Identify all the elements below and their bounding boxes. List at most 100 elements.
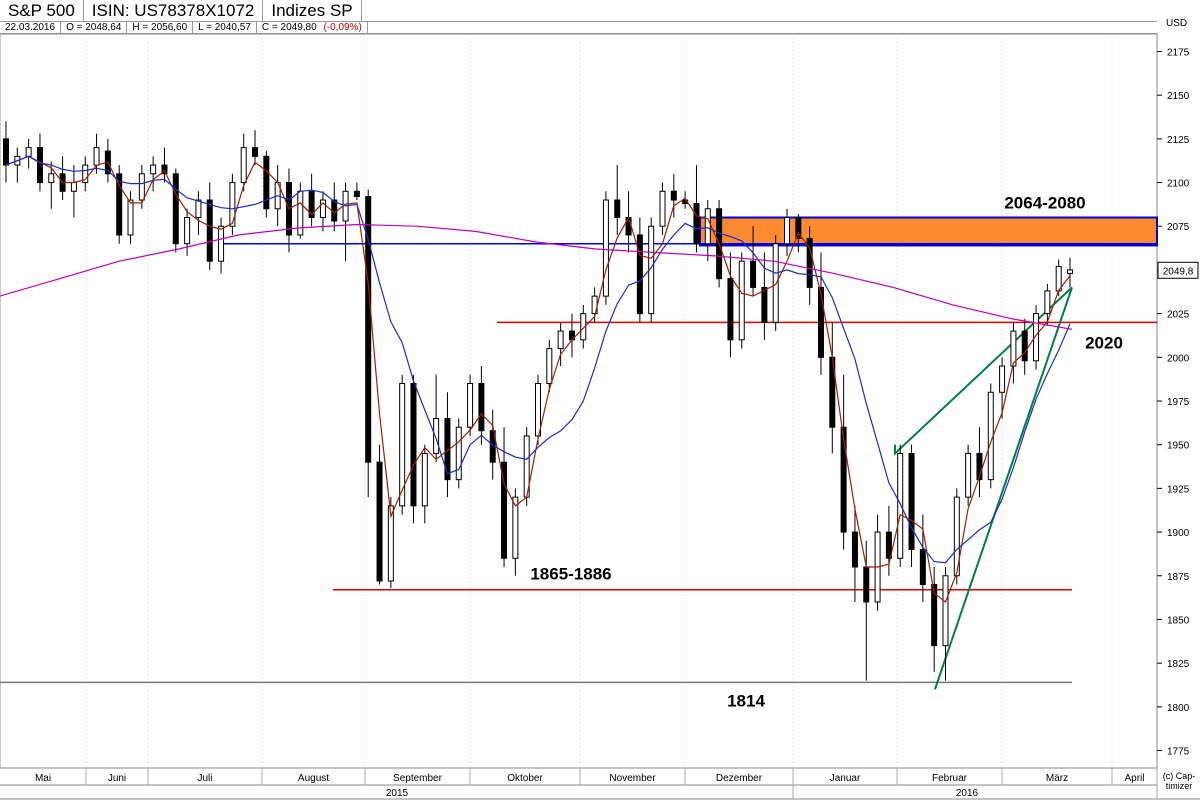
ma-mid-line: [5, 155, 1071, 564]
candle: [229, 173, 236, 235]
candle: [70, 165, 77, 218]
candle: [410, 374, 417, 524]
candle-body: [455, 426, 462, 481]
candle-body: [319, 199, 326, 218]
candle: [851, 505, 858, 602]
candle: [693, 165, 700, 253]
candle-body: [931, 584, 938, 647]
candle-body: [467, 383, 474, 428]
month-label: September: [393, 773, 443, 784]
chart-axes: 2175215021252100207520502025200019751950…: [0, 47, 1200, 800]
candle-body: [908, 452, 915, 551]
candle-body: [70, 182, 77, 192]
y-tick-label: 2125: [1167, 135, 1190, 146]
candle: [376, 444, 383, 585]
chart-annotations: 2064-2080 2020 1865-1886 1814: [530, 193, 1123, 710]
month-label: November: [609, 773, 656, 784]
candle-body: [218, 225, 225, 262]
candle-body: [750, 260, 757, 288]
y-tick-label: 2025: [1167, 310, 1190, 321]
candle-body: [840, 426, 847, 533]
candle: [331, 182, 338, 232]
candle: [25, 138, 32, 169]
level-annotation: 2020: [1085, 333, 1123, 352]
candle: [342, 182, 349, 262]
candle: [59, 156, 66, 201]
candle: [478, 366, 485, 445]
resistance-zone: [699, 216, 1158, 247]
candle-body: [172, 173, 179, 245]
candle: [863, 540, 870, 681]
candle: [1021, 318, 1028, 375]
quote-close-group: C = 2049,80 (-0,09%): [257, 22, 368, 34]
level-annotation: 1865-1886: [530, 565, 611, 584]
candle-body: [851, 531, 858, 568]
last-price-box: [1157, 261, 1199, 279]
candle-body: [82, 164, 89, 184]
candle: [942, 567, 949, 681]
candle: [319, 191, 326, 232]
candle-body: [36, 147, 43, 184]
candle-body: [1033, 313, 1040, 362]
candle: [885, 505, 892, 576]
candle: [772, 234, 779, 332]
chart-header: S&P 500 ISIN: US78378X1072 Indizes SP 22…: [0, 0, 1157, 34]
y-tick-label: 1850: [1167, 615, 1190, 626]
candle-body: [885, 531, 892, 559]
month-label: Februar: [932, 773, 968, 784]
candle-body: [353, 190, 360, 198]
candle: [727, 252, 734, 358]
candle-body: [127, 199, 134, 236]
y-tick-label: 1825: [1167, 659, 1190, 670]
candle: [874, 514, 881, 611]
candle: [1033, 304, 1040, 370]
candle-body: [252, 147, 259, 157]
quote-change: (-0,09%): [323, 22, 362, 33]
y-tick-label: 1900: [1167, 528, 1190, 539]
plot-frame: [0, 33, 1158, 769]
candle-body: [1010, 330, 1017, 367]
candle: [433, 374, 440, 463]
month-label: Juli: [197, 773, 212, 784]
candle: [1067, 257, 1073, 288]
month-label: Mai: [35, 773, 51, 784]
candle: [535, 374, 541, 445]
candle: [817, 252, 824, 375]
year-label: 2016: [956, 788, 979, 799]
candle: [150, 156, 157, 192]
candle: [467, 374, 474, 436]
candle-body: [761, 286, 768, 323]
quote-close: C = 2049,80: [261, 22, 317, 33]
candle-body: [387, 505, 394, 582]
y-tick-label: 2000: [1167, 353, 1190, 364]
candle-body: [433, 417, 440, 454]
candle: [104, 138, 111, 183]
month-label: Juni: [108, 773, 126, 784]
y-tick-label: 1775: [1167, 747, 1190, 758]
y-tick-label: 1925: [1167, 484, 1190, 495]
chart-credit: (c) Cap-timizer: [1162, 771, 1196, 791]
candle-body: [501, 461, 508, 559]
candle-body: [557, 330, 564, 350]
candle: [1044, 283, 1051, 326]
candle: [252, 130, 259, 166]
month-label: Oktober: [507, 773, 543, 784]
candle: [761, 252, 768, 340]
candle: [1010, 322, 1017, 384]
candle-body: [535, 383, 541, 437]
candle-body: [772, 243, 779, 323]
candle: [14, 147, 21, 183]
candle: [48, 161, 55, 209]
candle-body: [421, 452, 428, 507]
candle: [116, 165, 123, 244]
candle-body: [999, 365, 1006, 393]
candle: [931, 567, 938, 672]
candle: [908, 444, 915, 568]
candle-body: [263, 155, 270, 210]
header-ohlc-row: 22.03.2016 O = 2048,64 H = 2056,60 L = 2…: [0, 21, 1157, 34]
candle-body: [659, 190, 666, 227]
candle: [184, 208, 191, 256]
last-price-label: 2049,8: [1163, 266, 1194, 277]
candle: [127, 191, 134, 244]
y-tick-label: 1975: [1167, 397, 1190, 408]
